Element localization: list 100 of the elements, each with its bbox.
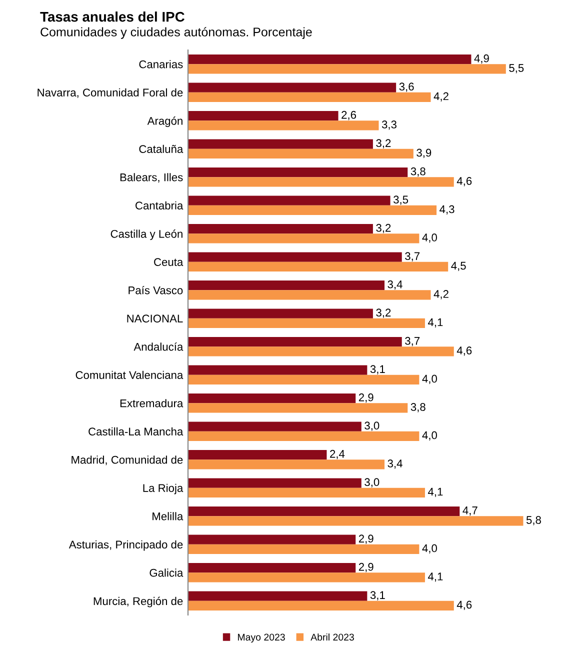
- y-tick-label: Andalucía: [134, 342, 184, 351]
- bar: [188, 374, 420, 384]
- data-label: 5,5: [509, 64, 524, 74]
- data-label: 3,7: [405, 336, 420, 346]
- data-label: 3,8: [410, 403, 426, 412]
- y-tick-label: Aragón: [147, 116, 182, 128]
- y-tick-label: Madrid, Comunidad de: [72, 456, 183, 466]
- data-label: 4,2: [434, 290, 448, 300]
- data-label: 4,0: [422, 431, 437, 440]
- bar: [188, 544, 420, 554]
- bar: [188, 252, 402, 262]
- bar: [188, 478, 362, 488]
- data-label: 2,9: [358, 562, 374, 572]
- bar: [188, 64, 506, 74]
- y-tick-label: Asturias, Principado de: [68, 540, 183, 551]
- data-label: 4,0: [422, 374, 437, 384]
- data-label: 3,0: [364, 478, 380, 488]
- y-tick-label: Canarias: [139, 60, 183, 68]
- bar: [188, 111, 338, 121]
- data-label: 3,4: [388, 280, 402, 290]
- y-tick-label: Cantabria: [136, 201, 184, 210]
- data-label: 3,5: [394, 196, 408, 205]
- y-tick-label: País Vasco: [128, 286, 183, 294]
- data-label: 3,7: [405, 252, 420, 262]
- data-label: 4,3: [440, 205, 454, 214]
- bar: [188, 168, 408, 178]
- bar: [188, 177, 454, 187]
- y-tick-label: La Rioja: [143, 484, 184, 494]
- data-label: 4,1: [428, 572, 443, 582]
- y-tick-label: Navarra, Comunidad Foral de: [38, 88, 183, 98]
- data-label: 2,4: [330, 450, 345, 460]
- bar: [188, 54, 472, 64]
- bar: [188, 450, 327, 460]
- bar: [188, 148, 414, 158]
- bar: [188, 120, 379, 130]
- bar: [188, 431, 420, 441]
- data-label: 3,6: [399, 82, 414, 92]
- y-tick-label: Comunitat Valenciana: [76, 370, 184, 380]
- bar: [188, 346, 454, 356]
- y-tick-label: NACIONAL: [127, 314, 183, 323]
- bar: [188, 82, 396, 92]
- bar: [188, 365, 368, 375]
- data-label: 4,6: [456, 177, 472, 186]
- bar: [188, 337, 402, 347]
- bar: [188, 572, 425, 582]
- legend-label: Abril 2023: [310, 633, 354, 641]
- bar: [188, 308, 373, 318]
- data-label: 4,1: [428, 488, 443, 497]
- bar: [188, 92, 431, 102]
- y-tick-label: Murcia, Región de: [94, 596, 183, 608]
- y-tick-label: Galicia: [150, 568, 184, 577]
- chart-title: Tasas anuales del IPC: [40, 12, 184, 22]
- data-label: 4,9: [474, 54, 489, 64]
- data-label: 4,1: [428, 318, 443, 328]
- data-label: 3,0: [364, 422, 380, 431]
- data-label: 3,2: [376, 224, 391, 234]
- bar: [188, 234, 420, 244]
- bar: [188, 280, 385, 290]
- bar: [188, 394, 356, 404]
- y-tick-label: Cataluña: [139, 144, 184, 154]
- bar: [188, 290, 431, 300]
- data-label: 3,1: [370, 591, 385, 600]
- data-label: 3,8: [410, 167, 426, 177]
- data-label: 4,6: [456, 600, 472, 610]
- y-tick-label: Balears, Illes: [120, 173, 183, 183]
- bar: [188, 591, 368, 601]
- y-tick-label: Extremadura: [120, 399, 184, 408]
- data-label: 2,9: [358, 393, 374, 403]
- data-label: 3,1: [370, 365, 385, 374]
- data-label: 3,3: [382, 120, 396, 130]
- bar: [188, 460, 385, 470]
- y-tick-label: Castilla y León: [110, 230, 182, 240]
- bar: [188, 318, 425, 328]
- data-label: 2,9: [358, 534, 374, 544]
- bar: [188, 205, 437, 215]
- bar: [188, 422, 362, 432]
- bar: [188, 403, 408, 413]
- bar: [188, 488, 425, 498]
- data-label: 4,0: [422, 544, 437, 554]
- data-label: 4,2: [434, 92, 448, 102]
- y-tick-label: Melilla: [152, 512, 184, 520]
- bar: [188, 534, 356, 544]
- data-label: 4,5: [451, 262, 466, 271]
- chart-subtitle: Comunidades y ciudades autónomas. Porcentaje: [40, 27, 312, 39]
- bar: [188, 262, 448, 272]
- data-label: 3,2: [376, 139, 391, 148]
- data-label: 2,6: [342, 110, 356, 120]
- bar: [188, 506, 460, 516]
- y-tick-label: Ceuta: [154, 258, 184, 266]
- data-label: 4,7: [462, 506, 478, 516]
- data-label: 3,9: [416, 148, 432, 158]
- legend-label: Mayo 2023: [238, 634, 285, 643]
- data-label: 3,2: [376, 308, 391, 318]
- data-label: 5,8: [526, 516, 541, 526]
- bar: [188, 563, 356, 573]
- bar: [188, 139, 373, 149]
- bar: [188, 600, 454, 610]
- bar: [188, 516, 524, 526]
- data-label: 4,0: [422, 234, 437, 243]
- data-label: 4,6: [456, 346, 472, 356]
